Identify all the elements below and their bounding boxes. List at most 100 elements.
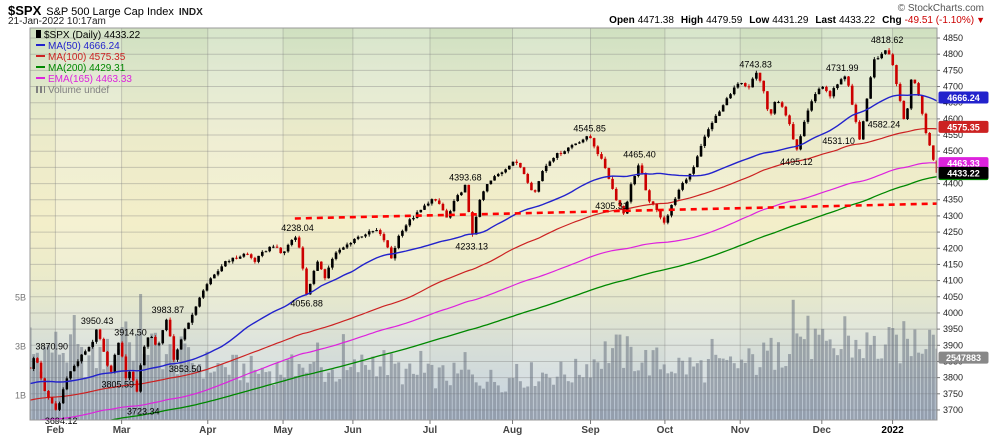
svg-text:3B: 3B — [15, 342, 26, 352]
svg-text:4233.13: 4233.13 — [455, 242, 488, 252]
svg-text:4463.33: 4463.33 — [947, 159, 980, 169]
ticker-symbol: $SPX — [8, 3, 42, 18]
svg-text:4056.88: 4056.88 — [290, 299, 323, 309]
legend-item: MA(100) 4575.35 — [36, 52, 140, 63]
quote-chg-value: -49.51 (-1.10%) — [904, 15, 975, 26]
svg-text:Jun: Jun — [344, 425, 362, 436]
line-icon — [36, 44, 45, 46]
ma100-line — [30, 128, 937, 401]
svg-text:4700: 4700 — [943, 82, 963, 92]
chart-title: $SPX S&P 500 Large Cap Index INDX — [8, 2, 203, 20]
svg-text:4743.83: 4743.83 — [739, 59, 772, 69]
svg-text:4500: 4500 — [943, 146, 963, 156]
ma50-line — [30, 93, 937, 385]
svg-text:3950.43: 3950.43 — [81, 316, 114, 326]
svg-text:3853.50: 3853.50 — [169, 364, 202, 374]
svg-text:May: May — [273, 425, 293, 436]
chart-datetime: 21-Jan-2022 10:17am — [8, 16, 106, 27]
line-icon — [36, 77, 45, 79]
candlestick-icon — [36, 30, 41, 38]
price-pills: 25478834666.244575.354463.334429.314433.… — [938, 91, 989, 364]
svg-text:Mar: Mar — [113, 425, 131, 436]
legend-item-label: Volume undef — [48, 85, 110, 96]
svg-text:3750: 3750 — [943, 389, 963, 399]
svg-text:3694.12: 3694.12 — [45, 416, 78, 426]
candlesticks — [30, 48, 937, 412]
volume-icon — [36, 86, 45, 93]
ma200-line — [106, 176, 937, 420]
legend-item-label: $SPX (Daily) 4433.22 — [44, 30, 141, 41]
svg-text:4800: 4800 — [943, 49, 963, 59]
volume-bars — [30, 294, 937, 420]
svg-text:3900: 3900 — [943, 340, 963, 350]
quote-low-label: Low — [749, 15, 770, 26]
svg-text:4393.68: 4393.68 — [449, 173, 482, 183]
svg-text:Jul: Jul — [423, 425, 438, 436]
chart-legend: $SPX (Daily) 4433.22 MA(50) 4666.24 MA(100… — [36, 30, 140, 96]
svg-text:4818.62: 4818.62 — [871, 35, 904, 45]
svg-text:2022: 2022 — [881, 425, 904, 436]
svg-text:3723.34: 3723.34 — [127, 407, 160, 417]
quote-open-label: Open — [609, 15, 635, 26]
left-volume-axis: 5B 3B 1B — [15, 293, 26, 401]
svg-text:3983.87: 3983.87 — [152, 305, 185, 315]
svg-text:Apr: Apr — [199, 425, 216, 436]
quote-low-value: 4431.29 — [772, 15, 809, 26]
month-axis: Feb Mar Apr May Jun Jul Aug Sep Oct Nov Dec 2022 — [47, 420, 904, 436]
stockcharts-copyright: © StockCharts.com — [897, 3, 984, 14]
svg-text:4465.40: 4465.40 — [623, 150, 656, 160]
legend-item: MA(50) 4666.24 — [36, 41, 140, 52]
legend-item-label: EMA(165) 4463.33 — [48, 74, 132, 85]
exchange-label: INDX — [178, 7, 203, 18]
svg-text:Sep: Sep — [581, 425, 599, 436]
quote-high-label: High — [680, 15, 704, 26]
svg-text:4666.24: 4666.24 — [947, 93, 980, 103]
svg-text:4305.31: 4305.31 — [595, 201, 628, 211]
plot-frame — [29, 27, 938, 421]
svg-text:4750: 4750 — [943, 65, 963, 75]
svg-text:4200: 4200 — [943, 243, 963, 253]
svg-text:4238.04: 4238.04 — [281, 223, 314, 233]
svg-text:3914.50: 3914.50 — [114, 327, 147, 337]
line-icon — [36, 55, 45, 57]
change-down-arrow-icon: ▼ — [976, 15, 985, 25]
svg-text:3870.90: 3870.90 — [35, 342, 68, 352]
svg-text:4350: 4350 — [943, 195, 963, 205]
svg-text:4433.22: 4433.22 — [947, 168, 980, 178]
svg-text:4731.99: 4731.99 — [826, 63, 859, 73]
svg-text:1B: 1B — [15, 391, 26, 401]
svg-text:4250: 4250 — [943, 227, 963, 237]
moving-average-lines — [30, 128, 937, 420]
svg-text:Aug: Aug — [503, 425, 522, 436]
price-annotations: 3870.90 3694.12 3950.43 3805.59 3914.50 3723.… — [35, 35, 903, 426]
legend-item-label: MA(200) 4429.31 — [48, 63, 126, 74]
svg-text:4050: 4050 — [943, 292, 963, 302]
quote-last-label: Last — [815, 15, 836, 26]
svg-text:4495.12: 4495.12 — [780, 157, 813, 167]
svg-text:4575.35: 4575.35 — [947, 122, 980, 132]
svg-text:4550: 4550 — [943, 130, 963, 140]
svg-text:5B: 5B — [15, 293, 26, 303]
support-trendline — [294, 202, 938, 220]
svg-text:4150: 4150 — [943, 259, 963, 269]
quote-chg-label: Chg — [882, 15, 902, 26]
ema165-line — [35, 162, 937, 420]
svg-text:4531.10: 4531.10 — [822, 136, 855, 146]
legend-item: $SPX (Daily) 4433.22 — [36, 30, 140, 41]
legend-item-label: MA(50) 4666.24 — [48, 41, 120, 52]
svg-text:Feb: Feb — [47, 425, 65, 436]
quote-high-value: 4479.59 — [706, 15, 743, 26]
svg-text:2547883: 2547883 — [946, 353, 981, 363]
svg-text:4100: 4100 — [943, 276, 963, 286]
svg-text:3700: 3700 — [943, 405, 963, 415]
line-icon — [36, 66, 45, 68]
svg-text:4400: 4400 — [943, 179, 963, 189]
quote-summary: Open 4471.38 High 4479.59 Low 4431.29 Last 4433… — [602, 15, 985, 26]
legend-item: MA(200) 4429.31 — [36, 63, 140, 74]
svg-text:Dec: Dec — [813, 425, 832, 436]
svg-text:3800: 3800 — [943, 373, 963, 383]
quote-last-value: 4433.22 — [838, 15, 876, 26]
legend-item-label: MA(100) 4575.35 — [48, 52, 126, 63]
